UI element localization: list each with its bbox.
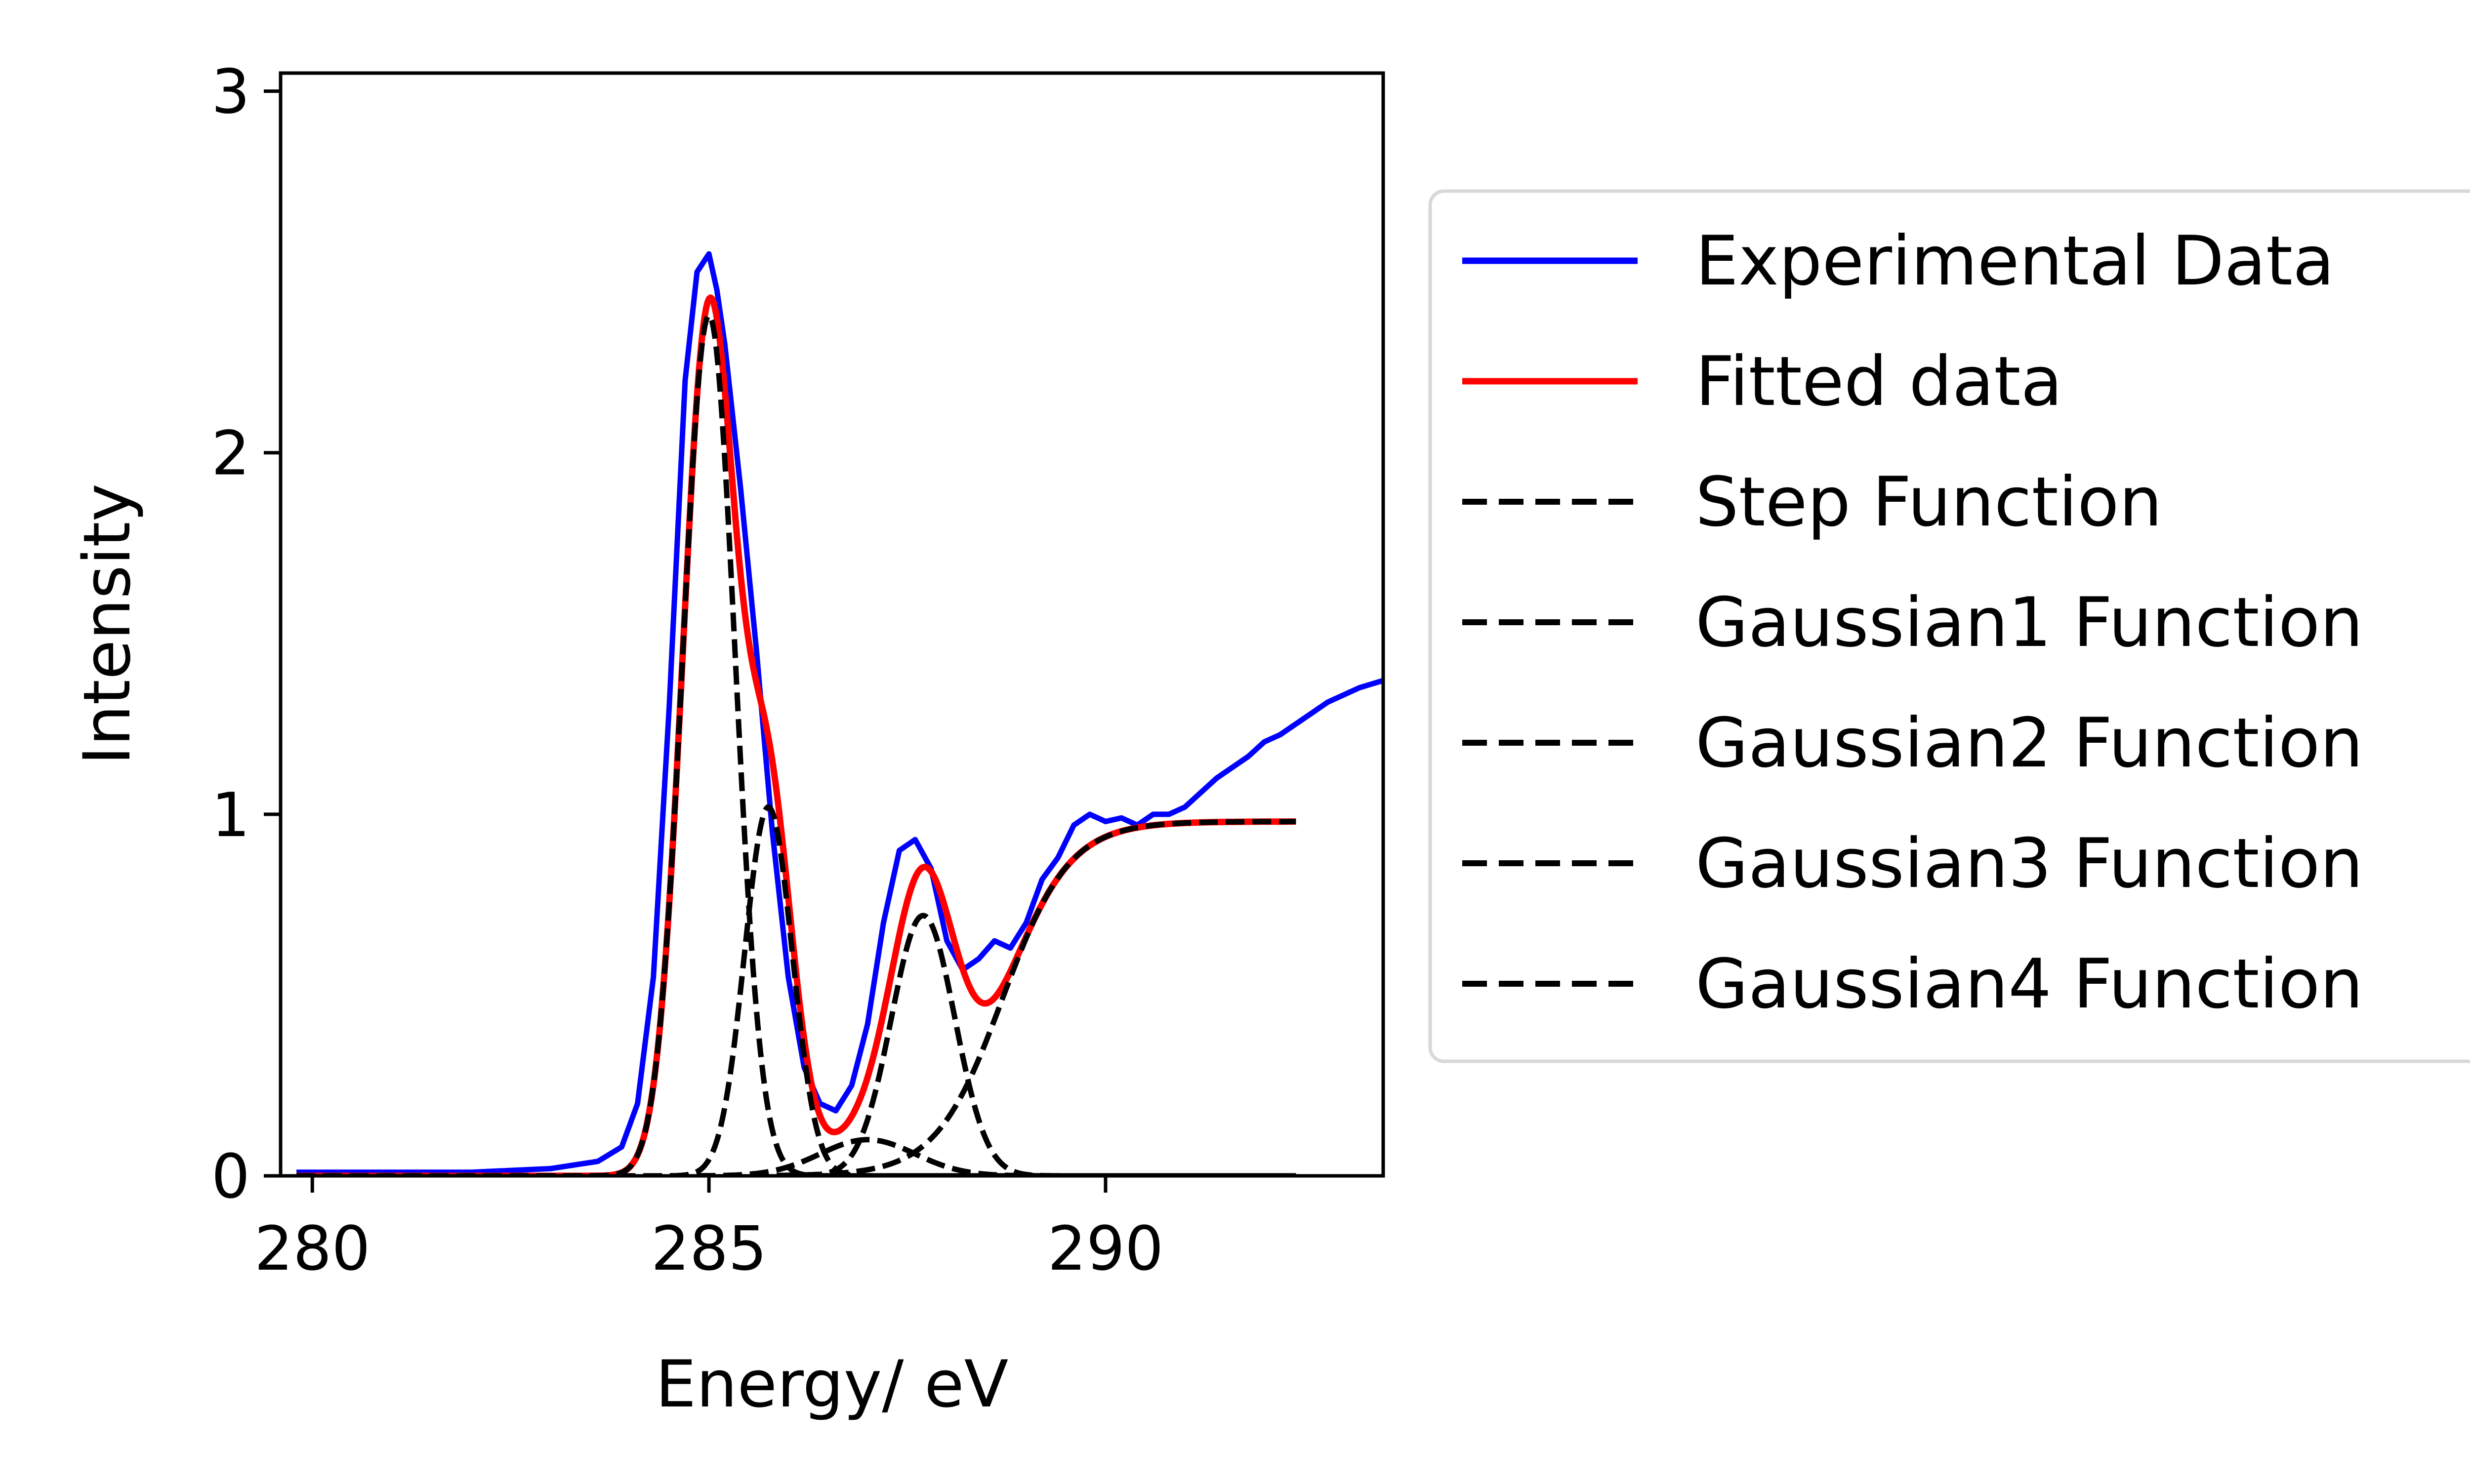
x-axis-label: Energy/ eV (656, 1346, 1009, 1422)
series-layer (294, 251, 1383, 1176)
experimental-data-line (296, 251, 1383, 1175)
gaussian2-function-line (296, 804, 1296, 1176)
x-tick-label: 285 (651, 1214, 767, 1284)
gaussian4-function-legend-label: Gaussian4 Function (1695, 944, 2363, 1024)
y-tick-label: 2 (211, 419, 250, 489)
x-axis-ticks: 280 285 290 (254, 1176, 1164, 1284)
gaussian1-function-line (296, 312, 1296, 1176)
plot-frame (279, 71, 1385, 1178)
y-axis-label: Intensity (69, 483, 145, 765)
y-tick-label: 1 (211, 780, 250, 851)
x-tick-label: 290 (1048, 1214, 1164, 1284)
y-tick-label: 0 (211, 1142, 250, 1212)
gaussian2-function-legend-label: Gaussian2 Function (1695, 703, 2363, 783)
legend: Experimental Data Fitted data Step Functio… (1462, 221, 2363, 1024)
step-function-legend-label: Step Function (1695, 462, 2162, 542)
fitted-data-legend-label: Fitted data (1695, 342, 2062, 421)
step-function-line (296, 819, 1296, 1176)
experimental-data-legend-label: Experimental Data (1695, 221, 2335, 301)
y-axis-ticks: 0 1 2 3 (211, 57, 281, 1212)
x-tick-label: 280 (254, 1214, 370, 1284)
gaussian1-function-legend-label: Gaussian1 Function (1695, 583, 2363, 662)
legend-box (1428, 189, 2470, 1063)
gaussian3-function-legend-label: Gaussian3 Function (1695, 824, 2363, 903)
y-tick-label: 3 (211, 57, 250, 128)
